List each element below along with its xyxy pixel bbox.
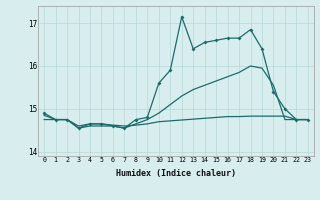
X-axis label: Humidex (Indice chaleur): Humidex (Indice chaleur) [116,169,236,178]
